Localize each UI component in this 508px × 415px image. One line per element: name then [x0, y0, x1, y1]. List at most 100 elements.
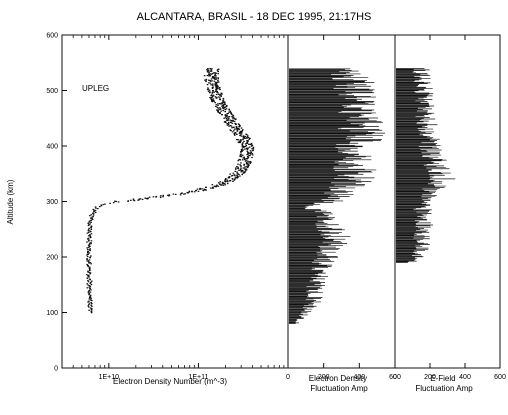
density-point — [219, 97, 221, 99]
density-point — [160, 195, 162, 197]
density-point — [206, 71, 209, 73]
density-point — [216, 81, 219, 83]
density-point — [245, 160, 248, 162]
density-point — [90, 303, 93, 305]
density-point — [239, 175, 241, 177]
density-point — [234, 168, 237, 170]
density-point — [220, 95, 222, 97]
density-point — [228, 109, 231, 111]
density-point — [250, 142, 253, 145]
density-point — [214, 96, 217, 98]
density-point — [231, 115, 233, 118]
density-point — [245, 162, 248, 165]
density-point — [90, 233, 93, 235]
density-point — [211, 72, 214, 75]
density-point — [90, 283, 93, 286]
density-point — [240, 149, 243, 152]
density-point — [208, 74, 211, 76]
density-point — [204, 79, 206, 81]
density-point — [211, 87, 214, 90]
density-point — [181, 192, 183, 194]
density-point — [87, 250, 89, 252]
density-point — [237, 160, 240, 162]
density-point — [88, 290, 91, 292]
density-point — [240, 133, 243, 135]
density-point — [230, 119, 233, 122]
density-point — [88, 259, 91, 261]
density-point — [86, 264, 89, 266]
density-point — [241, 173, 243, 176]
density-point — [195, 190, 197, 192]
density-point — [251, 154, 254, 156]
density-point — [230, 125, 233, 127]
density-point — [212, 186, 214, 188]
density-point — [239, 140, 242, 143]
density-point — [252, 149, 255, 151]
density-point — [221, 103, 223, 105]
density-point — [249, 152, 251, 154]
density-point — [88, 215, 91, 217]
density-point — [87, 265, 90, 267]
density-point — [243, 164, 245, 166]
x-tick-label: 1E+10 — [99, 374, 120, 381]
density-point — [218, 88, 221, 90]
density-point — [86, 277, 89, 279]
density-point — [211, 99, 213, 102]
density-point — [88, 245, 91, 247]
density-point — [139, 198, 142, 200]
density-point — [209, 67, 211, 70]
density-point — [87, 222, 90, 224]
density-point — [213, 100, 215, 102]
density-point — [227, 124, 230, 126]
density-point — [90, 243, 92, 245]
density-point — [115, 200, 118, 203]
density-point — [208, 92, 211, 94]
density-point — [246, 137, 248, 139]
density-point — [212, 99, 215, 101]
density-point — [109, 202, 111, 204]
density-point — [230, 112, 233, 114]
density-point — [89, 296, 92, 298]
density-point — [224, 102, 226, 104]
density-point — [217, 68, 220, 70]
density-point — [227, 121, 230, 124]
density-point — [90, 312, 93, 314]
density-point — [210, 96, 213, 99]
density-point — [87, 240, 90, 242]
density-point — [238, 158, 240, 161]
density-point — [236, 176, 239, 178]
density-point — [216, 184, 218, 186]
density-point — [211, 91, 214, 94]
density-point — [193, 191, 196, 193]
density-point — [233, 133, 236, 135]
density-point — [213, 91, 216, 93]
density-point — [206, 74, 209, 77]
density-point — [88, 302, 91, 304]
density-point — [225, 105, 228, 107]
density-point — [233, 120, 236, 123]
density-point — [217, 78, 219, 80]
density-point — [232, 180, 234, 183]
density-point — [90, 240, 93, 242]
density-point — [231, 178, 234, 180]
density-point — [219, 184, 222, 186]
density-point — [238, 132, 241, 134]
density-point — [239, 168, 242, 170]
density-point — [236, 171, 238, 173]
density-point — [100, 204, 103, 206]
density-point — [86, 254, 88, 256]
density-point — [86, 238, 89, 240]
density-point — [117, 201, 120, 203]
density-point — [102, 203, 105, 206]
density-point — [232, 117, 235, 119]
density-point — [89, 296, 91, 298]
density-point — [235, 125, 238, 128]
density-point — [238, 124, 240, 126]
density-point — [89, 291, 92, 293]
density-point — [224, 114, 227, 117]
density-point — [235, 128, 237, 130]
density-point — [234, 178, 237, 180]
density-point — [246, 147, 248, 149]
density-point — [214, 74, 216, 77]
density-point — [100, 205, 103, 207]
